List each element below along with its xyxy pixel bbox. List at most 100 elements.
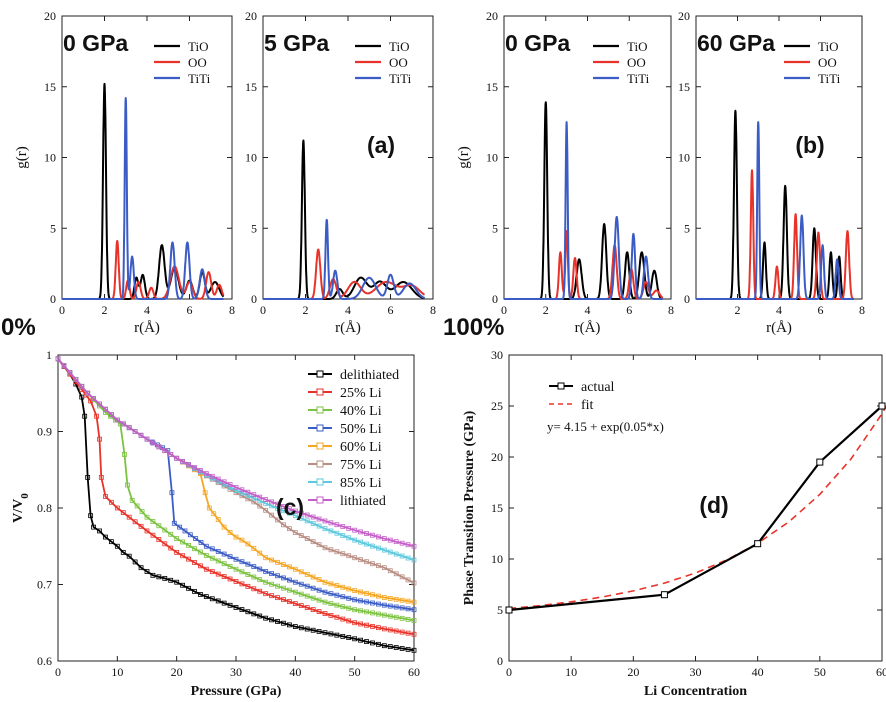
data-point <box>132 559 138 565</box>
legend-label: 60% Li <box>340 440 382 455</box>
y-tick-label: 5 <box>684 221 690 235</box>
data-point <box>352 537 358 543</box>
data-point <box>162 575 168 581</box>
data-point <box>292 513 298 519</box>
x-tick-label: 8 <box>229 303 235 317</box>
data-point <box>286 599 292 605</box>
data-point <box>393 614 399 620</box>
data-point <box>340 551 346 557</box>
data-point <box>316 542 322 548</box>
data-point <box>405 555 411 561</box>
data-point <box>334 522 340 528</box>
data-point <box>328 520 334 526</box>
data-point <box>156 537 162 542</box>
data-point <box>316 516 322 522</box>
legend-label-tio: TiO <box>627 39 647 54</box>
data-point <box>138 523 144 529</box>
y-tick-label: 1 <box>46 348 52 362</box>
data-point <box>227 530 233 535</box>
legend-label-oo: OO <box>627 55 646 70</box>
data-point <box>310 607 316 612</box>
data-point <box>346 605 352 611</box>
legend-label-titi: TiTi <box>818 71 841 86</box>
data-point <box>257 588 263 594</box>
data-point <box>239 487 245 493</box>
data-point <box>281 562 286 568</box>
legend-marker <box>316 388 324 396</box>
data-point <box>346 635 352 640</box>
data-point <box>251 564 257 569</box>
y-tick-label: 20 <box>245 9 257 23</box>
series-line-actual <box>508 405 883 612</box>
data-point <box>411 607 417 613</box>
data-point <box>263 579 269 585</box>
data-point <box>239 569 245 575</box>
data-point <box>387 603 393 609</box>
data-point <box>340 584 346 590</box>
data-point <box>203 471 209 476</box>
x-tick-label: 0 <box>506 665 512 679</box>
data-point <box>251 492 257 498</box>
data-point <box>126 514 132 520</box>
transition-panel: 0 10 20 30 40 50 60 0 5 10 15 20 25 30 Li Concentratio… <box>462 348 886 699</box>
y-tick-label: 0 <box>684 292 690 306</box>
data-point <box>91 524 96 530</box>
data-point <box>352 607 358 613</box>
data-point <box>878 402 886 410</box>
data-point <box>97 436 102 442</box>
data-point <box>405 606 411 612</box>
data-point <box>310 514 316 520</box>
data-point <box>399 615 405 621</box>
series-line-tio <box>61 82 225 300</box>
data-point <box>364 559 369 565</box>
data-point <box>399 646 405 651</box>
data-point <box>411 543 417 549</box>
legend-label-fit: fit <box>581 398 594 413</box>
data-point <box>505 606 513 614</box>
data-point <box>405 577 411 583</box>
data-point <box>381 565 387 571</box>
x-tick-label: 20 <box>627 665 639 679</box>
data-point <box>114 417 120 423</box>
data-point <box>245 561 251 567</box>
data-point <box>364 599 369 605</box>
data-point <box>245 496 251 502</box>
data-point <box>316 597 322 603</box>
data-point <box>269 617 275 623</box>
data-point <box>358 598 364 604</box>
x-tick-label: 60 <box>408 665 420 679</box>
data-point <box>275 595 280 601</box>
data-point <box>304 572 310 577</box>
legend-label-oo: OO <box>389 55 408 70</box>
data-point <box>221 479 227 485</box>
data-point <box>375 611 381 617</box>
y-tick-label: 20 <box>44 9 56 23</box>
data-point <box>126 553 132 559</box>
legend-marker <box>316 406 324 414</box>
data-point <box>257 550 263 556</box>
data-point <box>346 595 352 601</box>
y-tick-label: 0.7 <box>37 578 52 592</box>
legend-marker <box>316 478 324 486</box>
data-point <box>399 629 405 635</box>
data-point <box>370 600 375 606</box>
data-point <box>660 591 668 599</box>
data-point <box>129 497 135 503</box>
y-tick-label: 20 <box>678 9 690 23</box>
data-point <box>381 536 387 541</box>
data-point <box>202 490 208 496</box>
lithium-percent-label: 0% <box>1 314 36 341</box>
data-point <box>120 510 126 515</box>
data-point <box>370 610 375 616</box>
data-point <box>310 627 316 633</box>
data-point <box>91 396 96 402</box>
data-point <box>411 631 417 637</box>
data-point <box>286 622 292 628</box>
data-point <box>328 591 334 597</box>
data-point <box>239 607 245 612</box>
x-tick-label: 6 <box>388 303 394 317</box>
data-point <box>215 476 221 482</box>
data-point <box>233 579 239 584</box>
data-point <box>269 581 275 587</box>
